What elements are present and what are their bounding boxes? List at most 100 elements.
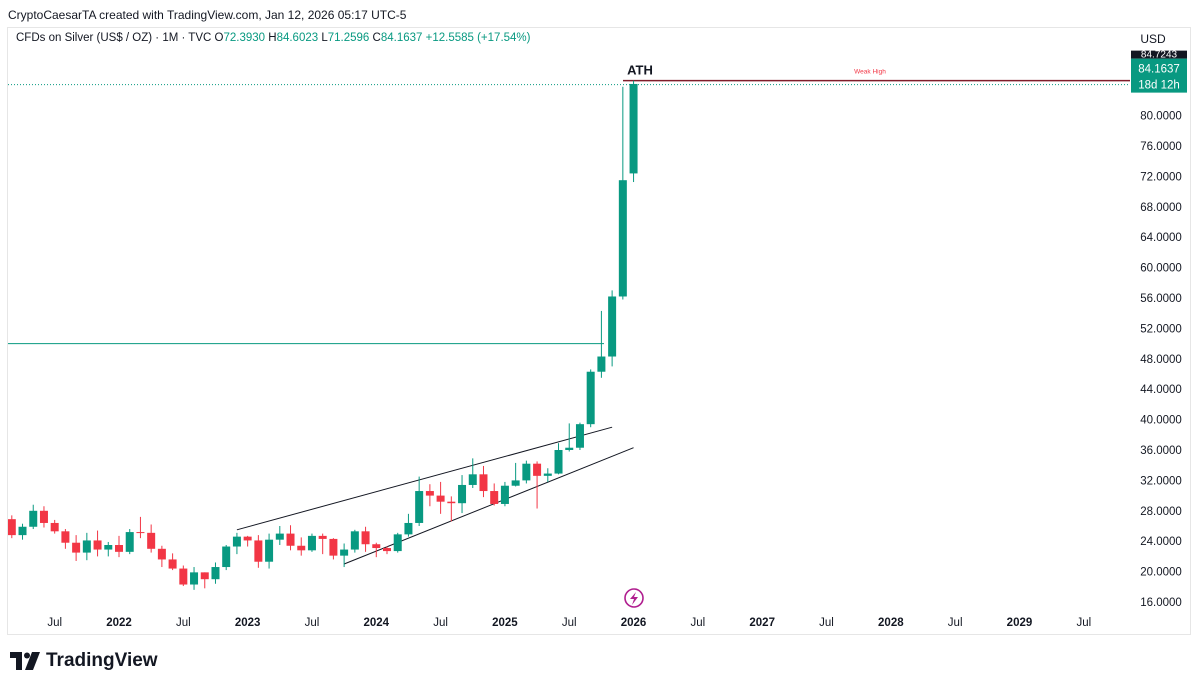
tradingview-replay-icon[interactable] bbox=[624, 588, 644, 608]
candle[interactable] bbox=[297, 537, 306, 556]
candle-body bbox=[18, 526, 27, 536]
candle[interactable] bbox=[275, 526, 284, 545]
candle[interactable] bbox=[125, 529, 134, 555]
candle-body bbox=[511, 480, 520, 486]
x-tick-label: 2027 bbox=[749, 617, 775, 629]
candle[interactable] bbox=[168, 553, 177, 571]
candle[interactable] bbox=[265, 533, 274, 569]
candle[interactable] bbox=[39, 506, 48, 528]
candle[interactable] bbox=[232, 532, 241, 555]
wedge-lower[interactable] bbox=[343, 447, 634, 565]
candle[interactable] bbox=[329, 538, 338, 560]
candle[interactable] bbox=[93, 530, 102, 557]
candle-body bbox=[222, 546, 231, 568]
symbol-name[interactable]: CFDs on Silver (US$ / OZ) · 1M · TVC bbox=[16, 32, 212, 44]
candle-body bbox=[29, 510, 38, 527]
candle[interactable] bbox=[254, 535, 263, 568]
candle[interactable] bbox=[458, 475, 467, 514]
candle[interactable] bbox=[575, 422, 584, 450]
x-tick-label: Jul bbox=[819, 617, 834, 629]
candle[interactable] bbox=[415, 476, 424, 526]
candle[interactable] bbox=[468, 458, 477, 488]
currency-label[interactable]: USD bbox=[1140, 32, 1166, 46]
candle[interactable] bbox=[372, 542, 381, 558]
candle-body bbox=[458, 484, 467, 504]
candle-body bbox=[329, 538, 338, 556]
candle[interactable] bbox=[318, 533, 327, 555]
candle[interactable] bbox=[447, 496, 456, 522]
candle[interactable] bbox=[479, 465, 488, 498]
candle[interactable] bbox=[61, 529, 70, 549]
candle[interactable] bbox=[543, 468, 552, 482]
candle[interactable] bbox=[565, 423, 574, 452]
candle-body bbox=[404, 522, 413, 535]
candle[interactable] bbox=[286, 525, 295, 551]
candle[interactable] bbox=[383, 546, 391, 555]
bar-countdown-text: 18d 12h bbox=[1138, 80, 1180, 92]
candle[interactable] bbox=[136, 516, 145, 539]
candle[interactable] bbox=[436, 481, 445, 514]
candle[interactable] bbox=[72, 535, 81, 561]
wedge-upper[interactable] bbox=[236, 426, 613, 531]
candle[interactable] bbox=[82, 532, 91, 561]
candle[interactable] bbox=[511, 462, 520, 487]
candle-body bbox=[372, 544, 381, 549]
candle-body bbox=[39, 510, 48, 523]
candle[interactable] bbox=[629, 80, 638, 183]
candle[interactable] bbox=[361, 526, 370, 552]
candle-body bbox=[232, 536, 241, 547]
candle[interactable] bbox=[608, 290, 617, 367]
price-axis: 16.0000 20.0000 24.0000 28.0000 32.0000 36.00… bbox=[1140, 111, 1182, 609]
candle[interactable] bbox=[307, 533, 316, 552]
open-label: O bbox=[214, 32, 224, 44]
y-tick-label: 76.0000 bbox=[1140, 141, 1182, 153]
candle[interactable] bbox=[147, 524, 156, 553]
candle-body bbox=[383, 548, 391, 552]
candle-body bbox=[200, 572, 209, 580]
candle[interactable] bbox=[211, 562, 220, 584]
candle[interactable] bbox=[554, 443, 563, 475]
chart-credit: CryptoCaesarTA created with TradingView.… bbox=[8, 8, 407, 22]
candle-body bbox=[275, 533, 284, 540]
x-tick-label: 2026 bbox=[621, 617, 647, 629]
candle[interactable] bbox=[104, 541, 113, 557]
candle[interactable] bbox=[393, 532, 402, 553]
candle-body bbox=[575, 424, 584, 448]
candle[interactable] bbox=[618, 86, 627, 300]
candle[interactable] bbox=[404, 513, 413, 537]
candle-body bbox=[104, 545, 113, 550]
candle-body bbox=[586, 371, 595, 425]
candle[interactable] bbox=[243, 535, 252, 547]
candle[interactable] bbox=[533, 461, 542, 509]
candle-body bbox=[7, 519, 16, 536]
tradingview-brand-name: TradingView bbox=[46, 650, 158, 671]
candle[interactable] bbox=[190, 567, 199, 590]
candle[interactable] bbox=[222, 545, 231, 571]
candle[interactable] bbox=[425, 484, 434, 507]
candle-body bbox=[72, 542, 81, 553]
candle[interactable] bbox=[350, 529, 359, 553]
candle[interactable] bbox=[490, 483, 499, 506]
x-tick-label: 2022 bbox=[106, 617, 132, 629]
candle[interactable] bbox=[597, 310, 606, 378]
candle[interactable] bbox=[200, 572, 209, 589]
low-label: L bbox=[321, 32, 328, 44]
candle[interactable] bbox=[179, 565, 188, 587]
candle[interactable] bbox=[115, 535, 123, 558]
x-tick-label: Jul bbox=[47, 617, 62, 629]
candle[interactable] bbox=[157, 545, 166, 568]
candle[interactable] bbox=[29, 504, 38, 530]
candle[interactable] bbox=[18, 523, 27, 540]
candle[interactable] bbox=[50, 519, 59, 534]
candle[interactable] bbox=[340, 543, 349, 568]
weak-high-label: Weak High bbox=[854, 69, 886, 76]
tradingview-logo[interactable]: TradingView bbox=[10, 650, 158, 672]
candle[interactable] bbox=[522, 460, 531, 484]
candle[interactable] bbox=[586, 369, 595, 428]
candle[interactable] bbox=[7, 515, 16, 539]
x-tick-label: 2024 bbox=[363, 617, 389, 629]
candle[interactable] bbox=[500, 481, 509, 507]
candle-body bbox=[243, 536, 252, 541]
candle-body bbox=[82, 540, 91, 553]
